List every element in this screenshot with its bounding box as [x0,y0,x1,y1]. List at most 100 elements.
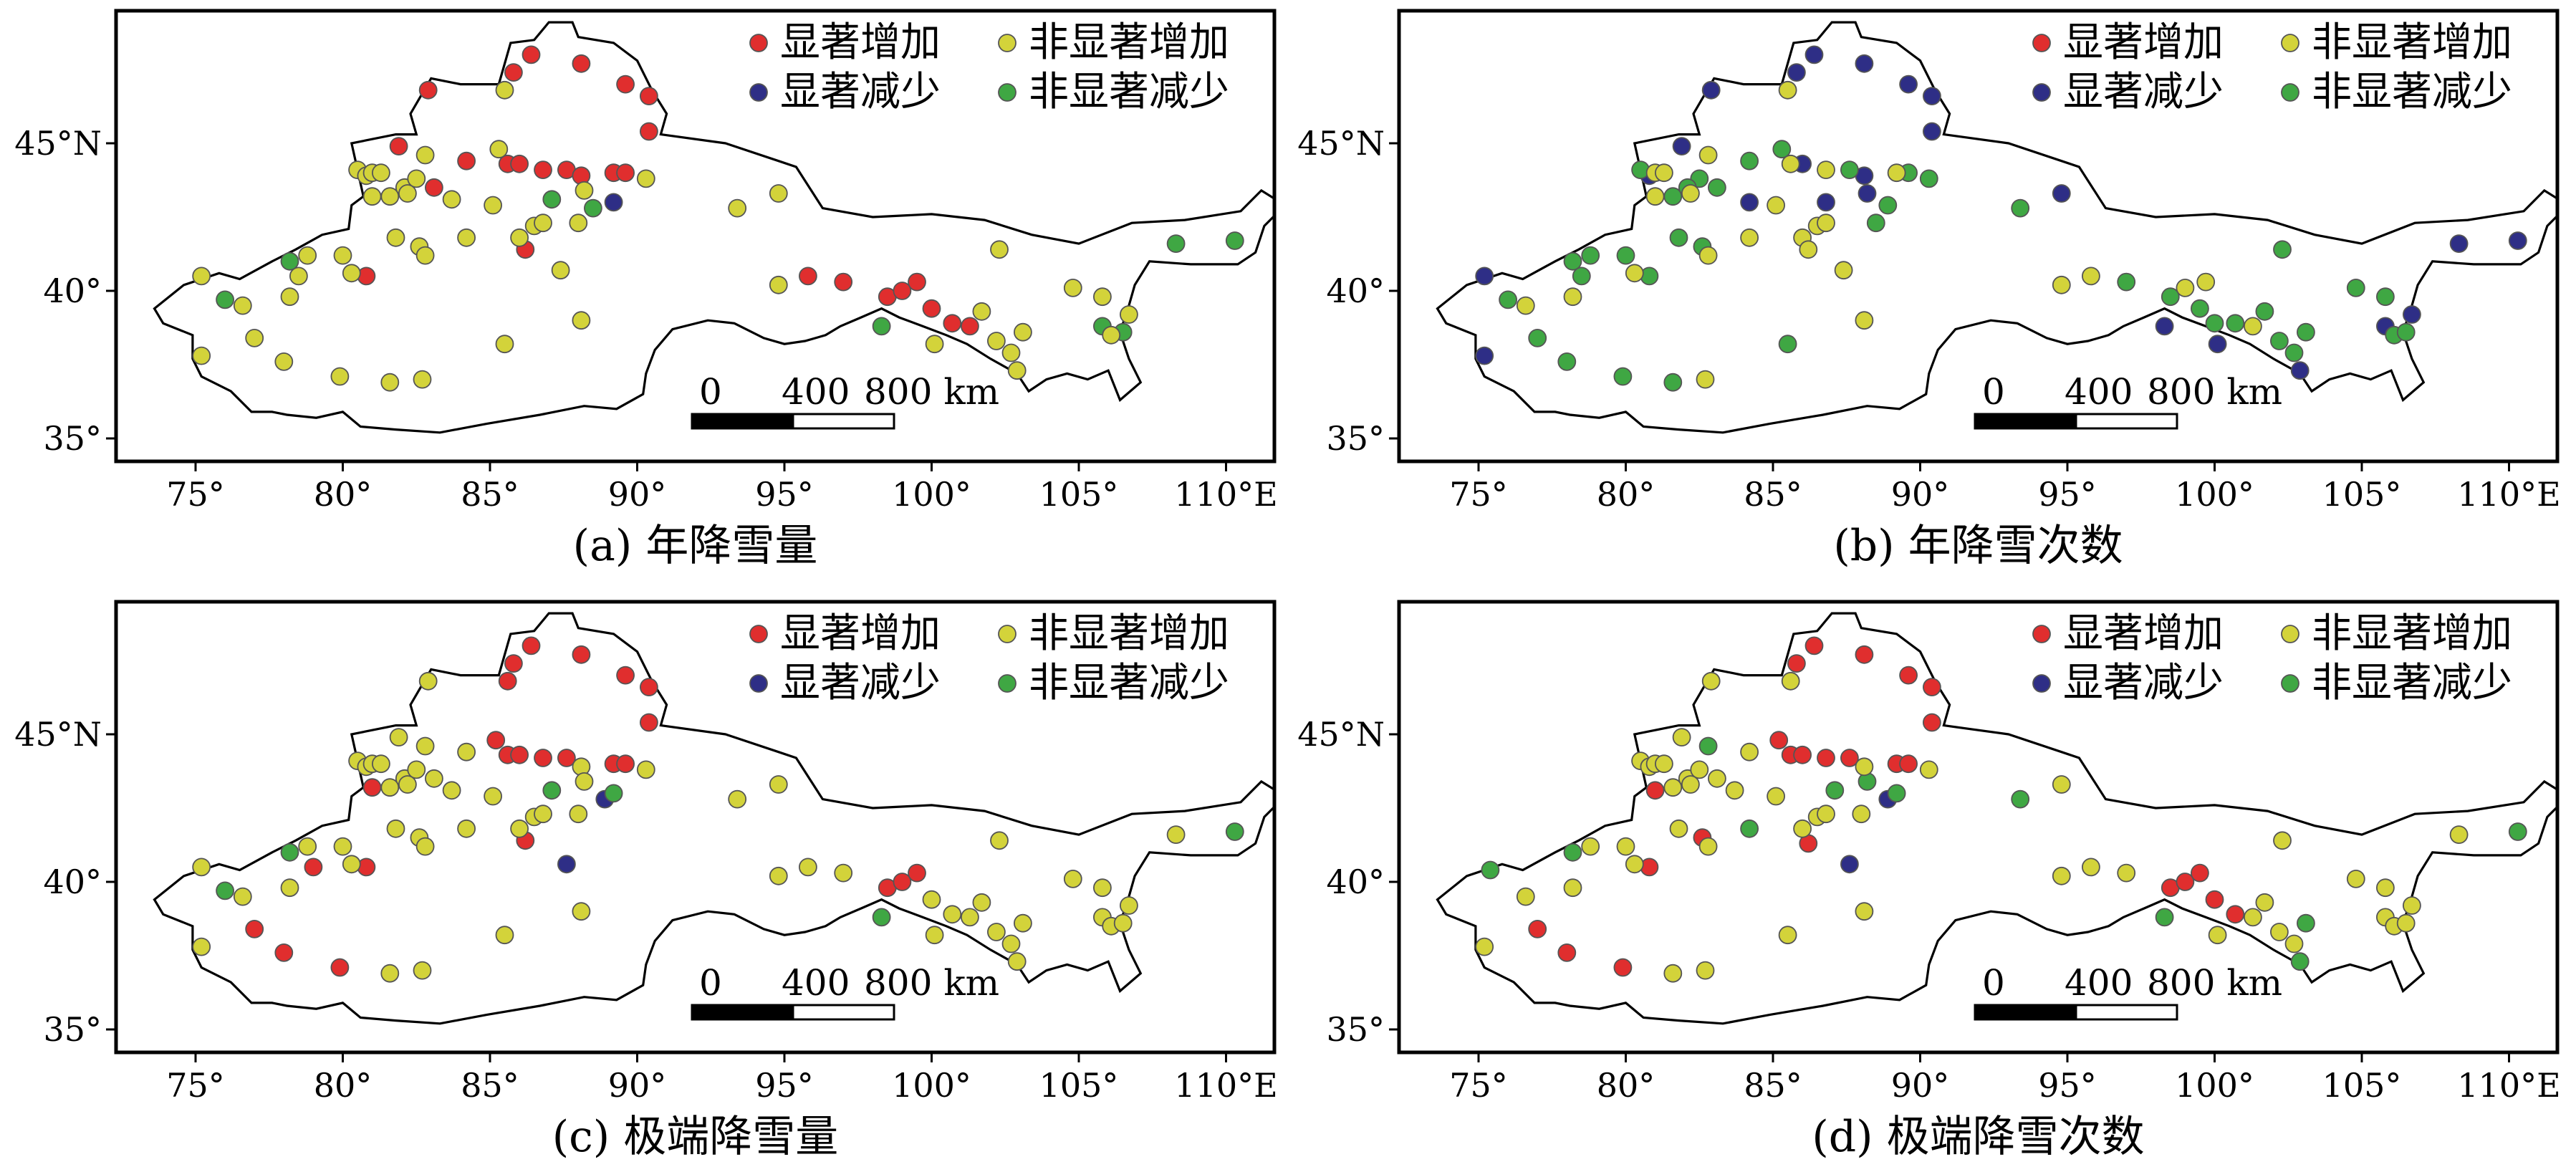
station-dot [769,184,788,203]
station-dot [1701,80,1721,100]
station-dot [1166,234,1186,254]
station-dot [2449,234,2469,254]
station-dot [362,778,382,797]
station-dot [1014,322,1032,342]
station-dot [1001,343,1021,362]
station-dot [2161,287,2180,307]
station-dot [380,778,400,797]
station-dot [1922,122,1941,141]
station-dot [457,742,476,762]
x-tick-label: 80° [314,475,373,514]
station-dot [1669,819,1688,838]
station-dot [1001,934,1021,954]
station-dot [362,187,382,206]
station-dot [510,154,529,173]
scale-bar-label: 0 [699,962,722,1004]
station-dot [386,819,405,838]
y-tick-label: 45°N [14,715,102,754]
station-dot [2052,775,2071,794]
station-dot [1516,296,1535,315]
legend-label: 非显著增加 [1029,19,1229,66]
legend-marker [2281,625,2299,643]
station-dot [2346,278,2365,297]
map-frame [114,9,1277,463]
station-dot [1804,45,1824,64]
station-dot [636,169,655,188]
station-dot [1516,887,1535,906]
station-dot [245,328,264,347]
station-dot [616,75,635,94]
station-dot [1767,787,1786,806]
legend-label: 非显著减少 [2312,660,2512,706]
station-dot [2052,866,2071,885]
station-dot [1581,246,1600,265]
scale-bar-white [792,1004,895,1021]
legend-label: 非显著增加 [1029,610,1229,657]
x-tick-label: 100° [2175,1066,2254,1105]
station-dot [1563,842,1582,862]
scale-bar-label: 800 km [864,962,999,1004]
y-tick-label: 45°N [1297,715,1385,754]
station-dot [192,266,211,286]
station-dot [769,275,788,294]
station-dot [274,943,294,962]
x-tick-label: 75° [166,475,225,514]
station-dot [1899,75,1918,94]
legend-marker [749,625,768,643]
station-dot [728,198,747,218]
station-dot [1557,352,1577,371]
station-dot [1740,228,1759,247]
station-dot [769,775,788,794]
station-dot [1581,837,1600,856]
station-dot [616,666,635,685]
station-dot [407,169,426,188]
station-dot [1616,246,1635,265]
scale-bar-label: 800 km [2147,371,2282,413]
station-dot [534,160,552,180]
station-dot [1563,287,1582,307]
station-dot [245,920,264,938]
station-dot [534,804,552,824]
station-dot [1793,745,1812,764]
x-tick-label: 100° [2175,475,2254,514]
station-dot [572,902,591,921]
x-tick-label: 85° [461,475,519,514]
station-dot [1840,855,1859,874]
station-dot [1701,671,1721,691]
station-dot [1698,837,1718,856]
y-tick-label: 40° [1326,863,1385,901]
scale-bar-black [691,1004,794,1021]
legend-marker [2281,674,2299,693]
legend-marker [998,34,1017,52]
station-dot [2284,934,2304,954]
station-dot [925,335,944,354]
station-dot [389,728,408,746]
station-dot [1817,160,1835,180]
station-dot [990,831,1009,850]
station-dot [569,804,588,824]
station-dot [1778,335,1797,354]
station-dot [1120,896,1138,915]
station-dot [908,272,926,292]
station-dot [2176,278,2195,297]
scale-bar-white [792,413,895,430]
station-dot [1781,154,1800,173]
station-dot [2273,240,2292,259]
y-tick-label: 40° [1326,272,1385,310]
station-dot [2269,332,2289,350]
legend-label: 显著增加 [2063,19,2224,66]
region-outline [1436,612,2557,1025]
station-dot [510,819,529,838]
scale-bar-label: 0 [1982,371,2005,413]
y-tick-label: 35° [1326,1010,1385,1049]
station-dot [372,163,390,183]
scale-bar-label: 400 [782,962,850,1004]
station-dot [2508,231,2527,250]
station-dot [2208,335,2227,354]
station-dot [2052,275,2071,294]
x-tick-label: 85° [1744,475,1802,514]
station-dot [1899,666,1918,685]
panel-caption: (a) 年降雪量 [573,521,818,571]
legend-label: 非显著减少 [2312,69,2512,115]
station-dot [572,645,591,664]
